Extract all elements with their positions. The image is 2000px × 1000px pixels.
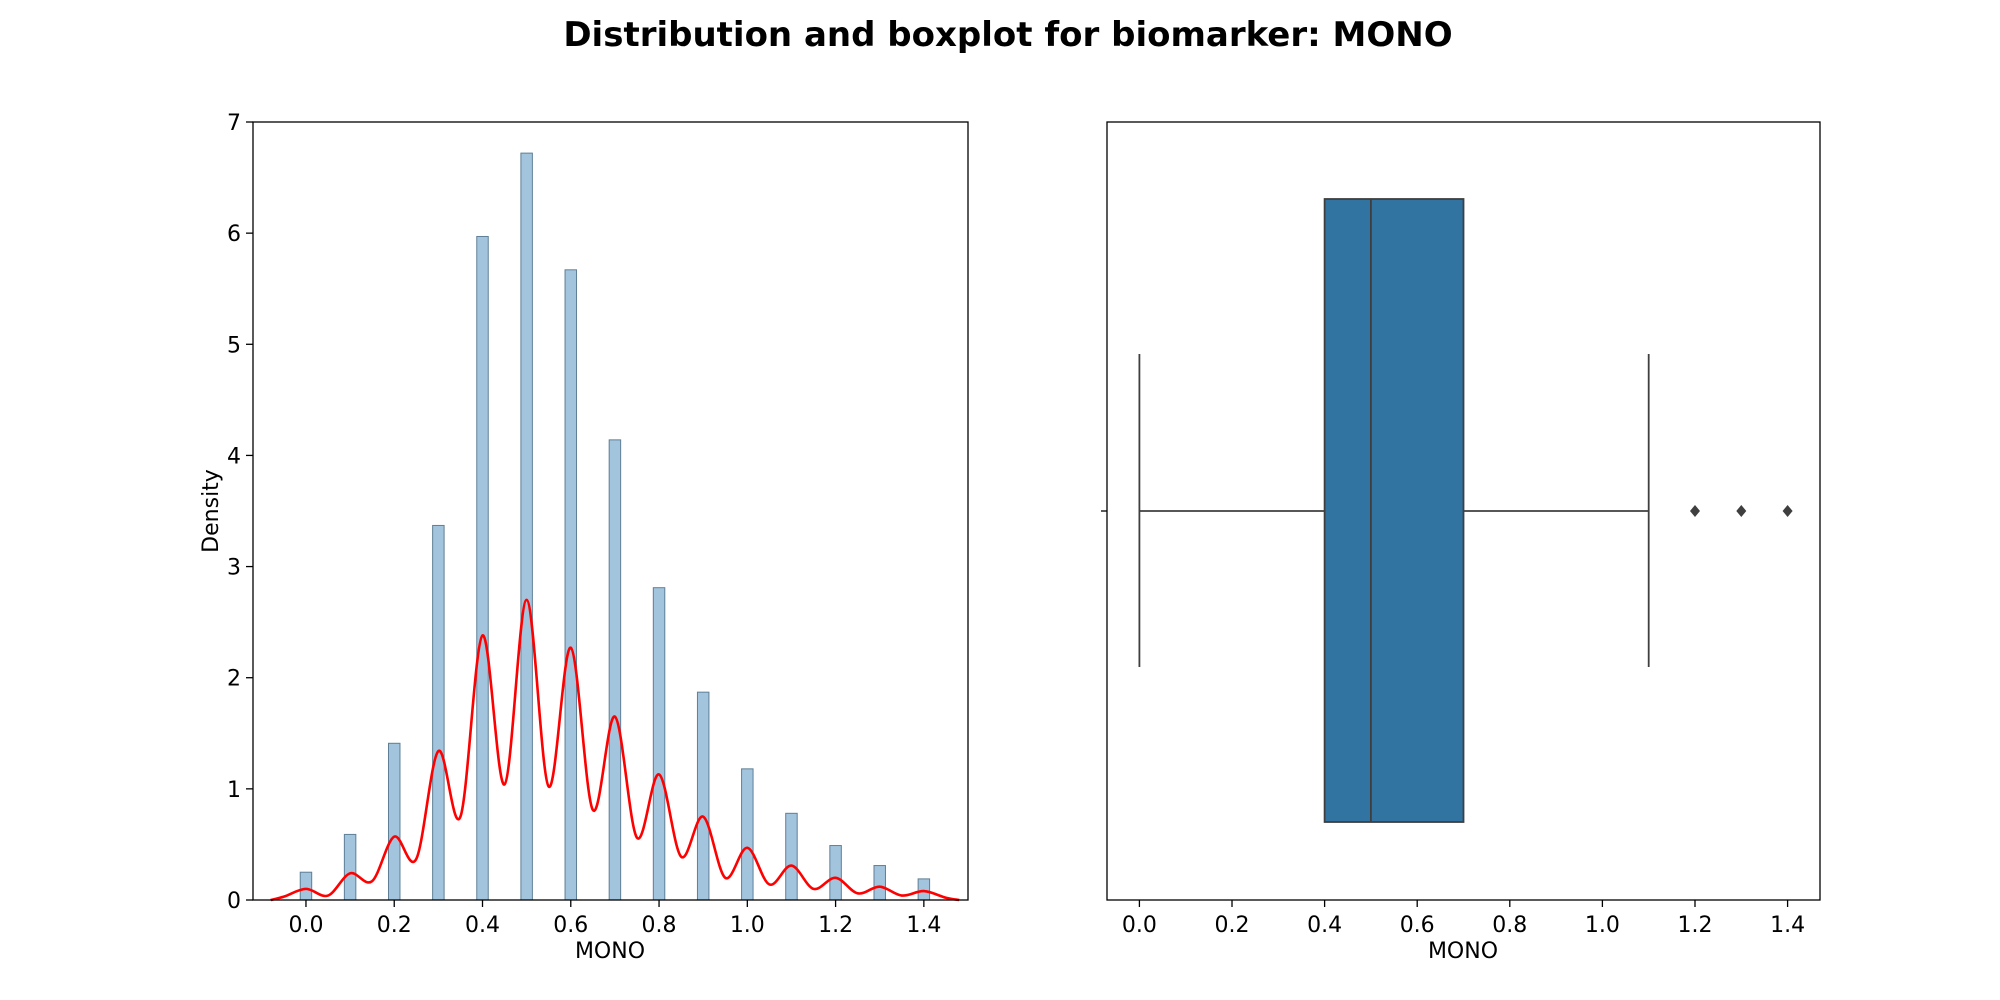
histogram-bar	[608, 439, 622, 901]
histogram-y-tick-label: 0	[227, 889, 241, 914]
boxplot-x-tick-label: 0.6	[1400, 913, 1435, 938]
histogram-y-tick-label: 5	[227, 333, 241, 358]
boxplot-x-tick-label: 0.8	[1492, 913, 1527, 938]
boxplot-chart: 0.0 0.2 0.4 0.6 0.8 1.0 1.2 1.4 MONO	[1101, 121, 1821, 964]
histogram-y-ticks: 0 1 2 3 4 5 6 7	[227, 111, 253, 914]
histogram-bar	[299, 871, 313, 901]
histogram-y-axis-label: Density	[199, 469, 224, 553]
histogram-x-tick-label: 0.0	[288, 913, 323, 938]
boxplot-outlier-marker	[1736, 505, 1747, 517]
histogram-bar	[829, 845, 842, 901]
histogram-x-tick-label: 1.2	[818, 913, 853, 938]
boxplot-outlier-marker	[1689, 505, 1700, 517]
histogram-y-tick-label: 1	[227, 778, 241, 803]
boxplot-x-ticks: 0.0 0.2 0.4 0.6 0.8 1.0 1.2 1.4	[1122, 900, 1805, 938]
histogram-x-axis-label: MONO	[575, 939, 645, 964]
histogram-y-tick-label: 3	[227, 556, 241, 581]
histogram-bar	[873, 865, 886, 901]
histogram-x-tick-label: 0.2	[377, 913, 412, 938]
histogram-bar	[387, 742, 401, 901]
boxplot-elements	[1138, 198, 1793, 823]
histogram-y-tick-label: 4	[227, 444, 241, 469]
boxplot-outlier-marker	[1782, 505, 1793, 517]
figure-title: Distribution and boxplot for biomarker: …	[563, 15, 1452, 55]
histogram-bar	[432, 524, 445, 901]
histogram-y-tick-label: 6	[227, 222, 241, 247]
histogram-bars	[299, 152, 931, 901]
histogram-bar	[343, 833, 357, 901]
histogram-y-tick-label: 7	[227, 111, 241, 136]
boxplot-x-tick-label: 1.4	[1770, 913, 1805, 938]
histogram-x-tick-label: 0.4	[465, 913, 500, 938]
histogram-bar	[564, 269, 578, 901]
histogram-plot-frame	[252, 121, 969, 901]
histogram-bar	[741, 768, 754, 901]
histogram-y-tick-label: 2	[227, 667, 241, 692]
histogram-bar	[696, 691, 710, 901]
histogram-x-ticks: 0.0 0.2 0.4 0.6 0.8 1.0 1.2 1.4	[288, 900, 941, 938]
histogram-bar	[917, 878, 931, 901]
histogram-x-tick-label: 1.0	[730, 913, 765, 938]
histogram-chart: 0.0 0.2 0.4 0.6 0.8 1.0 1.2 1.4 0 1 2 3 4 5 6 7 MONO D…	[199, 111, 969, 964]
boxplot-x-axis-label: MONO	[1428, 939, 1498, 964]
histogram-bar	[476, 235, 489, 901]
boxplot-x-tick-label: 1.2	[1677, 913, 1712, 938]
boxplot-x-tick-label: 0.4	[1307, 913, 1342, 938]
histogram-bar	[785, 812, 798, 901]
histogram-x-tick-label: 0.6	[553, 913, 588, 938]
histogram-x-tick-label: 1.4	[906, 913, 941, 938]
boxplot-box	[1323, 198, 1465, 823]
boxplot-x-tick-label: 0.2	[1215, 913, 1250, 938]
histogram-x-tick-label: 0.8	[642, 913, 677, 938]
boxplot-x-tick-label: 1.0	[1585, 913, 1620, 938]
histogram-bar	[520, 152, 533, 901]
histogram-bar	[652, 587, 666, 901]
boxplot-x-tick-label: 0.0	[1122, 913, 1157, 938]
kde-curve	[270, 598, 960, 902]
